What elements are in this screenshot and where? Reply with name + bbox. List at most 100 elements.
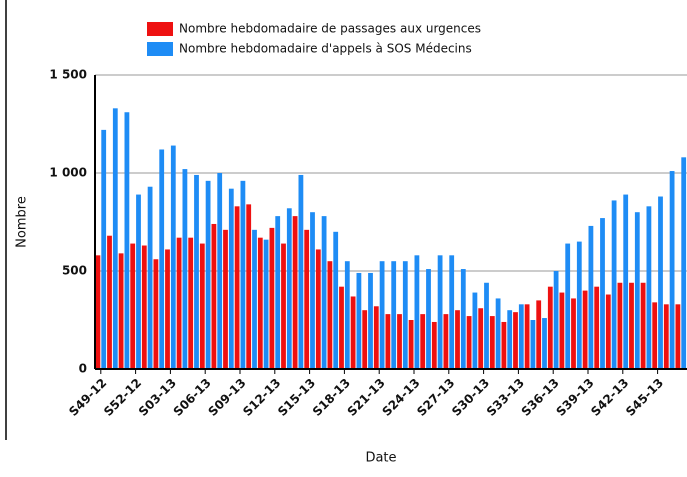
bar — [217, 173, 223, 369]
bar — [472, 292, 478, 369]
bar — [658, 196, 663, 369]
bar — [170, 145, 176, 369]
bar — [194, 174, 199, 369]
bar — [600, 218, 605, 369]
bar — [495, 298, 501, 369]
bar — [669, 171, 675, 369]
bar — [327, 261, 333, 369]
bar — [257, 237, 263, 369]
bar — [298, 174, 304, 369]
x-tick-label: S06-13 — [171, 376, 214, 419]
bar — [646, 206, 652, 369]
bar — [675, 304, 681, 369]
bar — [176, 237, 182, 369]
bar — [130, 243, 136, 369]
bar — [153, 259, 159, 369]
bar — [252, 229, 257, 369]
x-tick-label: S27-13 — [414, 376, 457, 419]
bar — [507, 310, 513, 369]
y-tick-label: 1 500 — [49, 68, 87, 82]
bar — [275, 216, 281, 369]
bar — [95, 255, 101, 369]
bar — [286, 208, 292, 369]
x-tick-label: S39-13 — [553, 376, 596, 419]
bar — [634, 212, 640, 369]
bar — [315, 249, 321, 369]
x-tick-label: S52-12 — [101, 376, 144, 419]
bar — [269, 227, 275, 369]
bar — [536, 300, 542, 369]
x-tick-label: S09-13 — [205, 376, 248, 419]
x-tick-label: S42-13 — [588, 376, 631, 419]
bar — [594, 286, 600, 369]
bar — [112, 108, 118, 369]
x-tick-label: S49-12 — [66, 376, 109, 419]
bar — [617, 282, 623, 369]
bar — [623, 194, 629, 369]
bar — [356, 272, 362, 369]
bar — [118, 253, 124, 369]
bar — [501, 321, 507, 369]
legend-label: Nombre hebdomadaire de passages aux urge… — [179, 22, 481, 36]
bar — [478, 308, 484, 369]
x-axis-label: Date — [365, 451, 396, 466]
bar — [350, 296, 356, 369]
y-tick-label: 0 — [79, 362, 87, 376]
bar — [136, 194, 141, 369]
bar — [547, 286, 553, 369]
bar — [629, 282, 634, 369]
bar — [443, 314, 449, 369]
bar — [228, 188, 234, 369]
bar — [542, 318, 547, 369]
bar — [304, 229, 310, 369]
bar — [333, 231, 339, 369]
x-tick-label: S12-13 — [240, 376, 283, 419]
bar — [368, 272, 373, 369]
x-tick-label: S24-13 — [379, 376, 422, 419]
x-tick-label: S21-13 — [345, 376, 388, 419]
bar — [420, 314, 426, 369]
bar — [611, 200, 617, 369]
x-tick-label: S18-13 — [310, 376, 353, 419]
x-tick-label: S30-13 — [449, 376, 492, 419]
bar — [588, 225, 594, 369]
y-axis-label: Nombre — [15, 196, 30, 248]
x-tick-label: S36-13 — [519, 376, 562, 419]
bar — [263, 239, 269, 369]
bar — [414, 255, 420, 369]
bar — [234, 206, 240, 369]
bar — [652, 302, 658, 369]
bar — [391, 261, 397, 369]
bar — [408, 320, 414, 369]
legend-label: Nombre hebdomadaire d'appels à SOS Médec… — [179, 42, 472, 56]
bar — [281, 243, 286, 369]
bar — [165, 249, 170, 369]
bar — [292, 216, 298, 369]
x-tick-label: S33-13 — [484, 376, 527, 419]
bar — [565, 243, 571, 369]
bar — [344, 261, 350, 369]
bar — [431, 321, 437, 369]
bar — [159, 149, 165, 369]
bar — [373, 306, 379, 369]
bar — [524, 304, 530, 369]
bar — [681, 157, 687, 369]
bar — [223, 229, 228, 369]
bar — [124, 112, 130, 370]
x-tick-label: S15-13 — [275, 376, 318, 419]
bar — [211, 223, 217, 369]
x-tick-label: S45-13 — [623, 376, 666, 419]
bar — [513, 312, 518, 369]
bar — [455, 310, 460, 369]
bar — [240, 180, 246, 369]
bar — [182, 169, 188, 369]
bar — [553, 271, 559, 369]
y-tick-label: 1 000 — [49, 166, 87, 180]
bar — [321, 216, 327, 369]
bar — [559, 292, 565, 369]
bar — [205, 180, 211, 369]
bar — [339, 286, 344, 369]
bar — [489, 316, 495, 369]
bar — [605, 294, 611, 369]
